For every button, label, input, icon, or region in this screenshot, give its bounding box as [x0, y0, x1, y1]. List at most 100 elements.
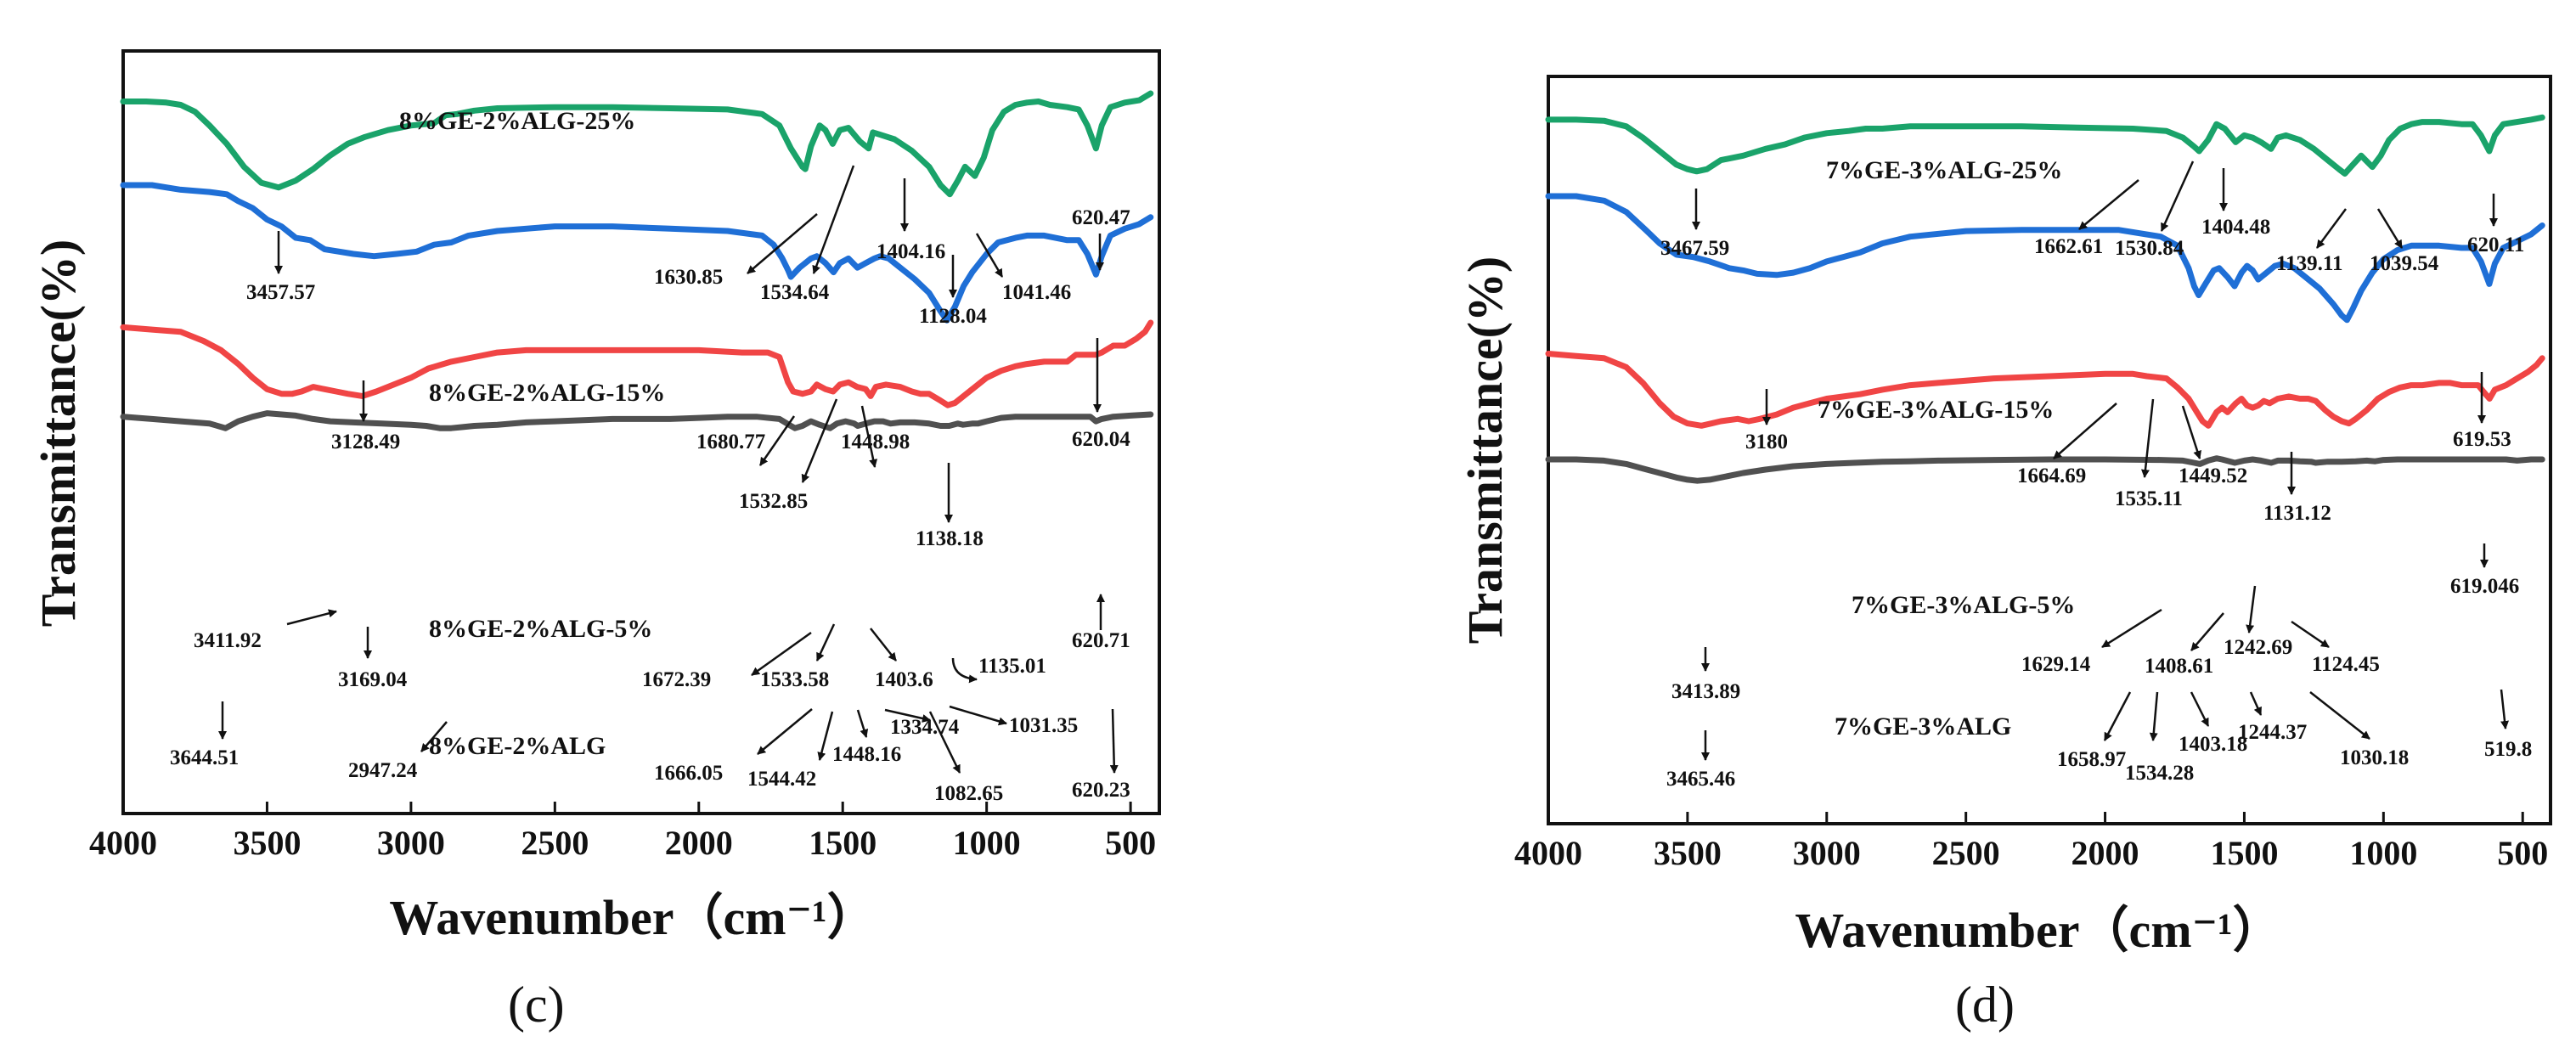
annotation-arrow	[801, 398, 838, 483]
peak-label: 1408.61	[2145, 655, 2213, 678]
annotation-arrow	[758, 415, 796, 466]
peak-label: 519.8	[2484, 738, 2532, 761]
y-axis-label-d: Transmittance(%)	[1457, 256, 1513, 644]
peak-label: 3128.49	[331, 431, 400, 453]
annotation-arrow	[420, 721, 448, 752]
annotation-arrow	[812, 165, 855, 274]
peak-label: 1662.61	[2034, 235, 2103, 258]
x-tick-label: 1000	[953, 824, 1021, 862]
peak-label: 3457.57	[246, 281, 315, 304]
series-label: 8%GE-2%ALG-15%	[429, 379, 665, 407]
peak-label: 619.046	[2450, 575, 2519, 598]
annotation-arrow	[815, 623, 836, 662]
peak-label: 3467.59	[1660, 237, 1729, 260]
x-tick-label: 1500	[2210, 834, 2278, 872]
peak-annotations-c	[218, 165, 1119, 774]
annotation-arrow	[2500, 689, 2509, 729]
series-line-3	[120, 410, 1154, 431]
peak-label: 620.23	[1072, 779, 1130, 802]
peak-label: 1334.74	[890, 716, 960, 739]
peak-label: 619.53	[2453, 428, 2511, 451]
series-line-0	[1545, 114, 2545, 177]
peak-label: 3411.92	[194, 629, 262, 652]
series-line-1	[1545, 193, 2545, 324]
peak-label: 1532.85	[739, 490, 808, 513]
series-line-2	[1545, 351, 2545, 429]
x-tick-label: 2500	[1932, 834, 2000, 872]
peak-label: 2947.24	[348, 759, 418, 782]
peak-label: 1135.01	[978, 655, 1046, 678]
series-label: 8%GE-2%ALG-5%	[429, 615, 652, 643]
peak-label: 1534.28	[2125, 762, 2194, 785]
series-label: 7%GE-3%ALG-5%	[1852, 591, 2075, 619]
annotation-arrow	[2249, 691, 2263, 716]
series-label: 8%GE-2%ALG-25%	[399, 107, 635, 135]
annotation-arrow	[884, 708, 931, 723]
peak-label: 1535.11	[2115, 487, 2183, 510]
series-label: 7%GE-3%ALG-15%	[1818, 396, 2054, 424]
annotation-arrow	[2376, 208, 2404, 249]
panel-d: 4000 3500 3000 2500 2000 1500 1000 500 7%GE-3%A…	[1457, 75, 2552, 1033]
annotation-arrow	[2053, 403, 2117, 459]
peak-label: 1124.45	[2312, 653, 2380, 676]
x-tick-label: 4000	[1514, 834, 1582, 872]
annotation-arrow	[817, 711, 834, 761]
annotation-arrow	[928, 711, 961, 774]
annotation-arrow	[286, 609, 337, 626]
x-axis-label-d: Wavenumber（cm⁻¹）	[1795, 903, 2281, 958]
x-tick-label: 500	[2497, 834, 2548, 872]
peak-label: 1664.69	[2017, 465, 2086, 487]
peak-label: 620.11	[2467, 234, 2524, 256]
annotation-arrow	[2246, 585, 2257, 633]
peak-label: 1082.65	[934, 782, 1003, 805]
annotation-arrow	[2309, 691, 2370, 740]
series-line-2	[120, 319, 1154, 408]
peak-label: 1533.58	[760, 668, 829, 691]
series-line-1	[120, 182, 1154, 324]
peak-label: 1680.77	[696, 431, 765, 453]
series-line-3	[1545, 455, 2545, 484]
annotation-arrow	[2160, 160, 2195, 232]
annotation-arrow	[747, 213, 818, 274]
x-tick-label: 3500	[233, 824, 301, 862]
peak-label: 620.71	[1072, 629, 1130, 652]
peak-label: 1544.42	[747, 768, 816, 791]
series-group-d	[1545, 114, 2545, 484]
peak-label: 1448.16	[832, 743, 901, 766]
annotation-arrow	[870, 628, 897, 662]
annotation-arrow	[2103, 691, 2132, 741]
peak-labels-d: 3467.59 1662.61 1530.84 1404.48 1139.11 …	[1660, 216, 2532, 791]
peak-label: 1672.39	[642, 668, 711, 691]
panel-caption-d: (d)	[1955, 977, 2015, 1033]
peak-label: 1138.18	[916, 527, 984, 550]
annotation-arrow	[2291, 620, 2330, 649]
peak-label: 3644.51	[170, 746, 239, 769]
peak-label: 1242.69	[2224, 636, 2292, 659]
peak-label: 1530.84	[2115, 237, 2184, 260]
plot-frame-d	[1547, 75, 2552, 825]
annotation-arrow	[951, 657, 978, 684]
series-label: 7%GE-3%ALG	[1835, 712, 2011, 740]
peak-label: 1448.98	[841, 431, 910, 453]
peak-label: 3465.46	[1666, 768, 1735, 791]
peak-label: 1030.18	[2340, 746, 2409, 769]
annotation-arrow	[2141, 398, 2155, 478]
annotation-arrow	[751, 631, 812, 677]
annotation-arrow	[757, 708, 813, 755]
peak-label: 1404.48	[2201, 216, 2270, 239]
annotation-arrow	[949, 705, 1007, 726]
peak-labels-c: 3457.57 1630.85 1534.64 1404.16 1128.04 …	[170, 206, 1130, 805]
annotation-arrow	[2101, 608, 2162, 649]
x-ticks-c: 4000 3500 3000 2500 2000 1500 1000 500	[89, 802, 1156, 862]
x-tick-label: 500	[1105, 824, 1156, 862]
y-axis-label-c: Transmittance(%)	[31, 239, 86, 627]
peak-label: 3180	[1745, 431, 1788, 453]
peak-label: 1403.6	[875, 668, 933, 691]
peak-label: 1629.14	[2021, 653, 2091, 676]
annotation-arrow	[2190, 691, 2210, 727]
peak-label: 1658.97	[2057, 748, 2126, 771]
peak-label: 1039.54	[2370, 252, 2439, 275]
annotation-arrow	[860, 405, 878, 468]
panel-caption-c: (c)	[508, 977, 565, 1033]
annotation-arrow	[2078, 179, 2139, 230]
